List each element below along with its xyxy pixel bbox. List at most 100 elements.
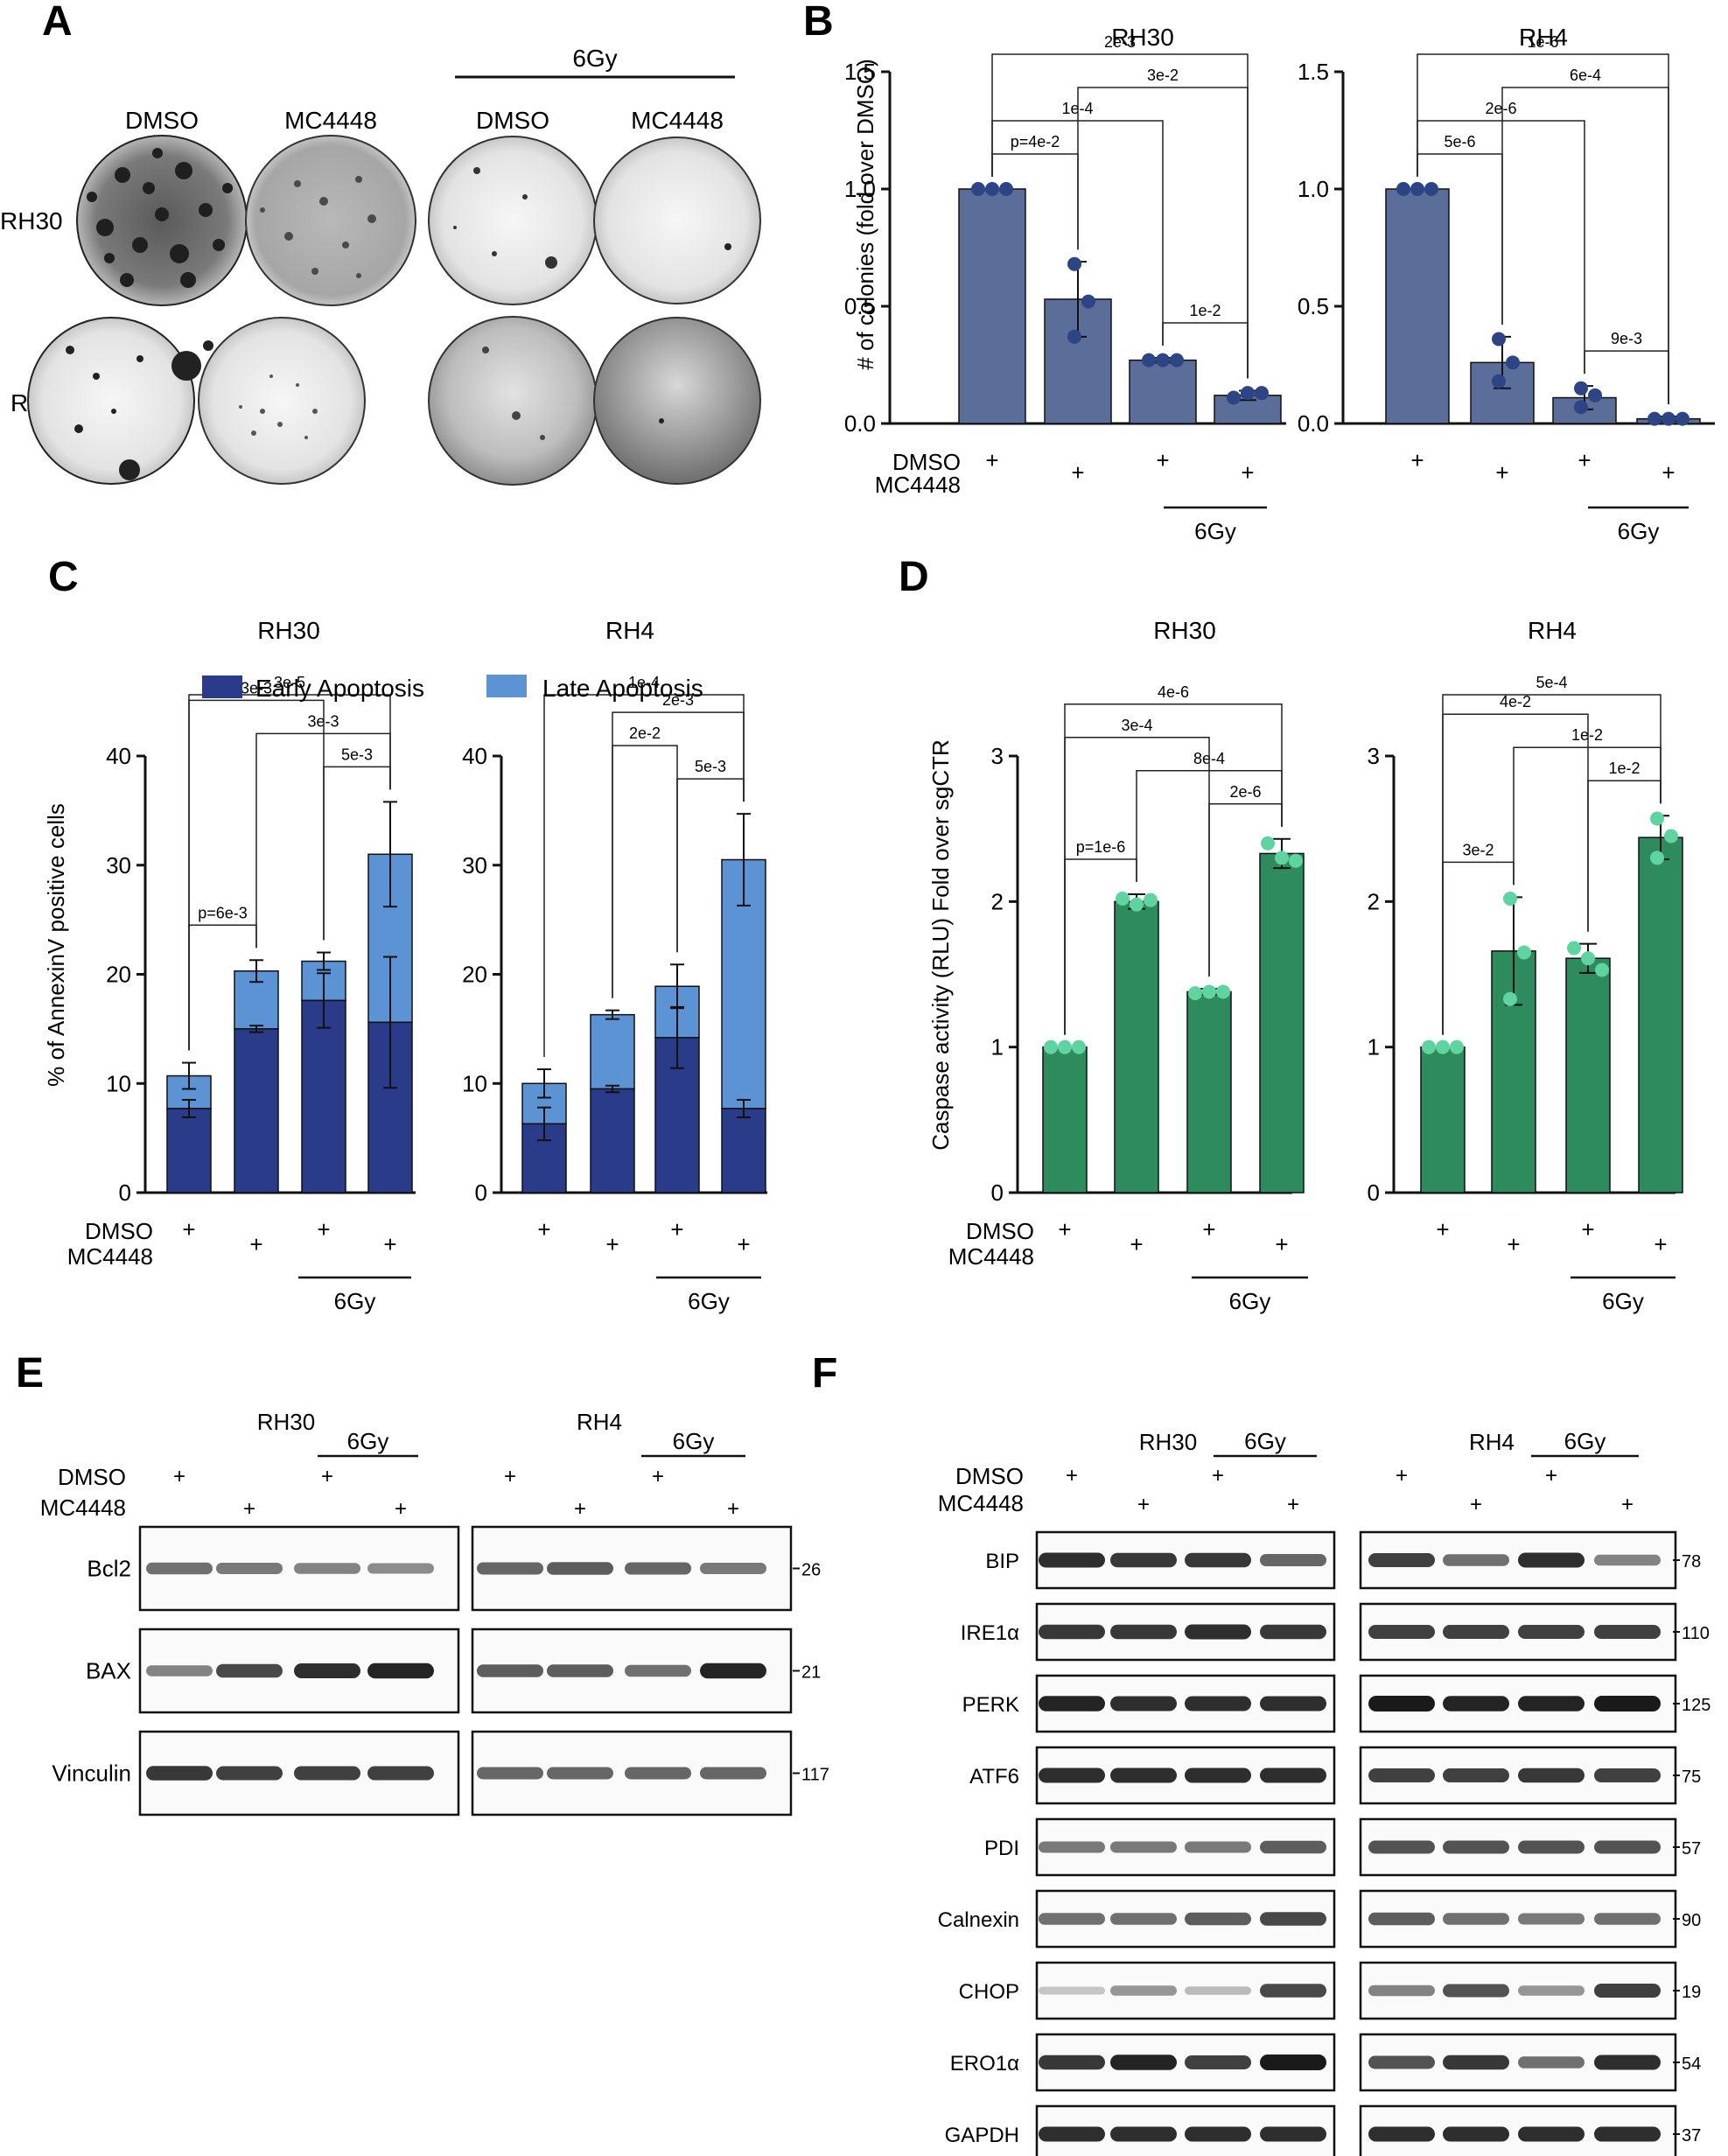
gy-label: 6Gy [1229, 1288, 1271, 1314]
blot-band [1039, 1696, 1105, 1712]
panel-letter-f: F [812, 1350, 837, 1396]
blot-band [1110, 1624, 1177, 1640]
row-label-dmso: DMSO [892, 449, 961, 475]
blot-plus-mc4448: + [1470, 1493, 1482, 1516]
blot-plus-mc4448: + [1621, 1493, 1634, 1516]
p-value-label: 3e-5 [274, 674, 305, 691]
plus-dmso: + [182, 1216, 195, 1242]
y-tick-label: 10 [106, 1070, 131, 1096]
chart-title: RH4 [1528, 617, 1577, 644]
bar [1565, 957, 1611, 1194]
y-tick-label: 40 [106, 743, 131, 769]
blot-band [547, 1562, 613, 1575]
p-value-label: 1e-6 [1527, 33, 1558, 51]
blot-band [1185, 1768, 1251, 1783]
mw-label: 37 [1682, 2126, 1701, 2146]
blot-plus-mc4448: + [727, 1497, 739, 1521]
blot-band [1518, 1985, 1585, 1996]
bar [1129, 359, 1197, 424]
blot-band [1368, 2126, 1435, 2142]
colonies-rh30-dmso [87, 148, 233, 288]
mw-label: 21 [801, 1663, 821, 1683]
blot-band [1260, 1624, 1326, 1640]
plus-dmso: + [1581, 1216, 1594, 1242]
data-point [999, 182, 1013, 196]
significance-bracket [1064, 704, 1283, 1035]
col-label-dmso: DMSO [125, 107, 199, 134]
plus-dmso: + [1058, 1216, 1071, 1242]
data-point [1422, 1040, 1436, 1054]
data-point [1241, 386, 1255, 401]
p-value-label: 2e-3 [662, 691, 694, 709]
p-value-label: 2e-6 [1485, 100, 1516, 117]
blot-band [1110, 1913, 1177, 1925]
data-point [1216, 984, 1230, 999]
data-point [1275, 850, 1289, 865]
dish-rh4-dmso-6gy [428, 316, 598, 486]
blot-plus-dmso: + [1545, 1464, 1557, 1488]
blot-protein-label: BAX [86, 1658, 131, 1684]
data-point [1067, 256, 1081, 271]
blot-band [1039, 1624, 1105, 1640]
blot-band [1260, 2126, 1326, 2142]
blot-band [1185, 2055, 1251, 2069]
plus-dmso: + [1156, 447, 1169, 473]
blot-plus-dmso: + [1212, 1464, 1224, 1488]
mw-label: 19 [1682, 1983, 1701, 2002]
p-value-label: p=1e-6 [1076, 838, 1126, 856]
blot-band [700, 1563, 766, 1574]
legend-label-late: Late Apoptosis [542, 675, 703, 702]
data-point [1503, 892, 1517, 906]
dish-rh4-mc4448-6gy [593, 317, 761, 485]
mw-label: 57 [1682, 1839, 1701, 1858]
p-value-label: 9e-3 [1611, 330, 1642, 347]
y-tick-label: 1 [1368, 1034, 1380, 1060]
plus-dmso: + [317, 1216, 330, 1242]
blot-title-rh30: RH30 [257, 1409, 315, 1435]
p-value-label: 5e-3 [341, 746, 373, 763]
chart-c-rh4: RH4 0 10 20 30 40 5e-3 2e-22e-31e-4 [462, 617, 767, 1206]
blot-band [1368, 1625, 1435, 1639]
y-tick-label: 2 [1368, 888, 1380, 914]
blot-band [625, 1664, 691, 1677]
data-point [1595, 962, 1609, 977]
y-tick-label: 40 [462, 743, 487, 769]
y-tick-label: 1.5 [844, 59, 876, 85]
p-value-label: p=4e-2 [1011, 133, 1060, 150]
bar-early-apoptosis [721, 1108, 766, 1194]
dish-rh30-mc4448-6gy [593, 136, 761, 304]
blot-plus-dmso: + [652, 1465, 664, 1488]
y-tick-label: 0 [991, 1180, 1004, 1206]
blot-band [294, 1563, 360, 1574]
colonies-rh4-mc4448 [239, 374, 318, 439]
blot-band [1039, 1986, 1105, 1995]
data-point [1396, 182, 1410, 196]
blot-protein-label: BIP [985, 1550, 1019, 1573]
significance-bracket [991, 53, 1249, 379]
data-point [1202, 984, 1216, 999]
gy-label: 6Gy [688, 1288, 730, 1314]
y-tick-label: 0.5 [1298, 293, 1329, 319]
colonies-rh30-dmso-6gy [453, 167, 557, 269]
blot-band [1594, 1840, 1661, 1854]
y-tick-label: 0.5 [844, 293, 876, 319]
y-tick-label: 3 [1368, 743, 1380, 769]
row-label-dmso: DMSO [85, 1218, 153, 1244]
blot-band [1185, 1696, 1251, 1712]
blot-row-label-dmso: DMSO [955, 1463, 1024, 1489]
col-label-mc4448-6gy: MC4448 [631, 107, 724, 134]
blot-band [1185, 1986, 1251, 1995]
data-point [1517, 945, 1531, 960]
y-tick-label: 1.5 [1298, 59, 1329, 85]
blot-band [1594, 1554, 1661, 1566]
legend-swatch-late [486, 675, 527, 697]
plus-mc4448: + [249, 1231, 262, 1257]
plus-dmso: + [985, 447, 998, 473]
data-point [1662, 411, 1676, 426]
blot-plus-mc4448: + [574, 1497, 586, 1521]
panel-a-colony-assay: 6Gy DMSO MC4448 DMSO MC4448 RH30 RH4 [0, 45, 761, 486]
chart-title: RH30 [257, 617, 320, 644]
gy-label: 6Gy [1194, 518, 1236, 544]
